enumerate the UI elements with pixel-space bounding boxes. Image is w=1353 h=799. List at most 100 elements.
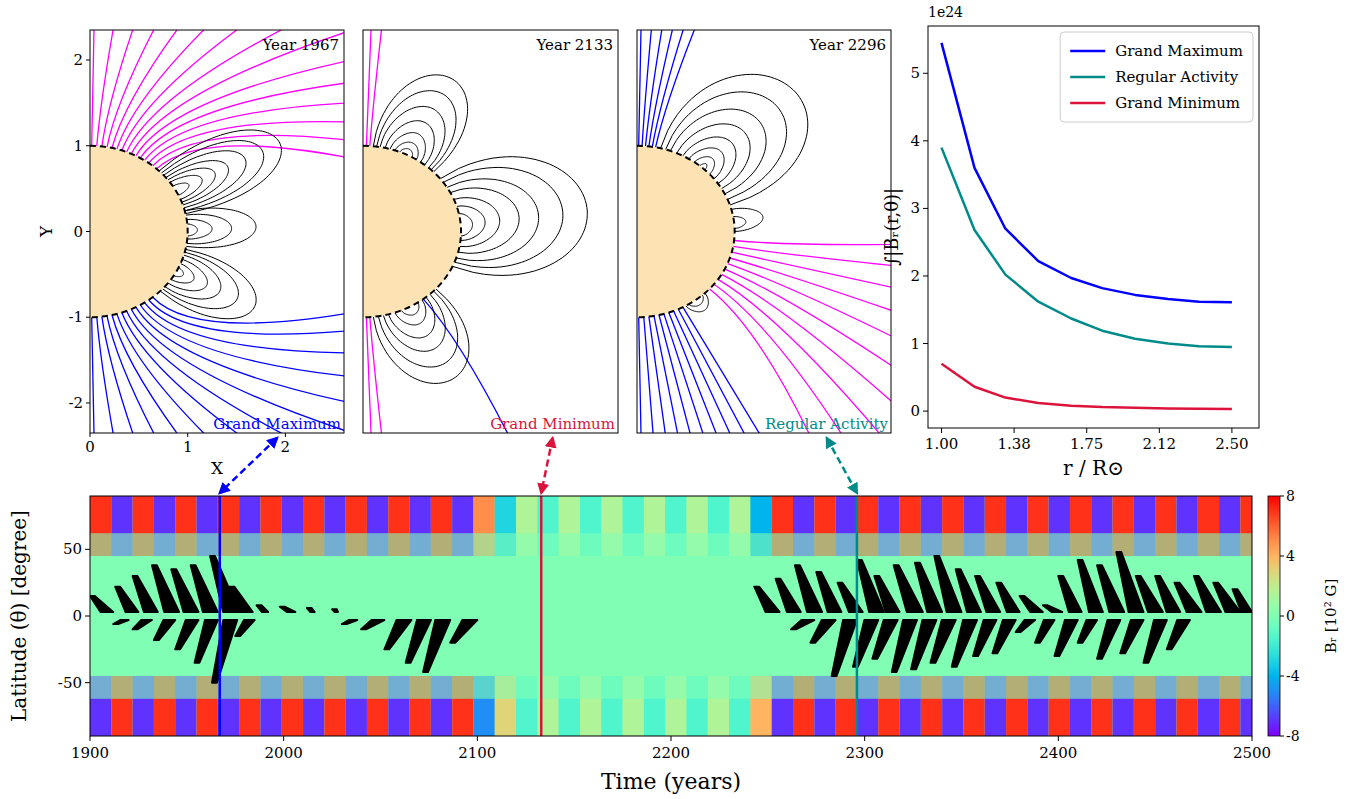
sunspot-wing bbox=[754, 587, 779, 612]
sunspot-wing bbox=[307, 608, 315, 612]
polar-cell-north bbox=[942, 496, 963, 533]
polar-cell-south bbox=[772, 699, 793, 736]
sunspot-wing bbox=[90, 596, 113, 612]
x-tick bbox=[90, 433, 91, 437]
closed-field-loop bbox=[187, 224, 197, 236]
polar-cell-north-fringe bbox=[473, 533, 494, 556]
x-axis-title: Time (years) bbox=[601, 769, 741, 794]
polar-cell-north-fringe bbox=[239, 533, 260, 556]
polar-cell-south-fringe bbox=[175, 676, 196, 699]
polar-cell-north-fringe bbox=[559, 533, 580, 556]
open-field-line bbox=[718, 279, 890, 433]
polar-cell-north-fringe bbox=[495, 533, 516, 556]
polar-cell-south-fringe bbox=[1198, 676, 1219, 699]
open-field-line bbox=[92, 317, 96, 433]
polar-cell-south bbox=[303, 699, 324, 736]
polar-cell-north-fringe bbox=[1027, 533, 1048, 556]
polar-cell-north bbox=[239, 496, 260, 533]
x-tick bbox=[1252, 736, 1253, 741]
polar-cell-south bbox=[367, 699, 388, 736]
polar-cell-south bbox=[1091, 699, 1112, 736]
polar-cell-south bbox=[878, 699, 899, 736]
panel-title: Year 2296 bbox=[808, 36, 886, 54]
polar-cell-north bbox=[218, 496, 239, 533]
sunspot-wing bbox=[1016, 620, 1035, 632]
polar-cell-north-fringe bbox=[516, 533, 537, 556]
polar-cell-north bbox=[623, 496, 644, 533]
legend-label: Grand Minimum bbox=[1115, 94, 1240, 112]
x-tick bbox=[1086, 428, 1087, 433]
polar-cell-north bbox=[814, 496, 835, 533]
colorbar-tick bbox=[1280, 676, 1284, 677]
polar-cell-north-fringe bbox=[750, 533, 771, 556]
polar-cell-south-fringe bbox=[1134, 676, 1155, 699]
polar-cell-south bbox=[963, 699, 984, 736]
heatmap-cells bbox=[90, 496, 1252, 736]
polar-cell-south bbox=[175, 699, 196, 736]
polar-cell-south bbox=[1006, 699, 1027, 736]
polar-cell-north-fringe bbox=[1006, 533, 1027, 556]
polar-cell-south-fringe bbox=[814, 676, 835, 699]
polar-cell-south bbox=[900, 699, 921, 736]
x-tick-label: 2100 bbox=[458, 744, 496, 762]
polar-cell-north bbox=[580, 496, 601, 533]
y-tick-label: 3 bbox=[910, 199, 920, 217]
open-field-line bbox=[728, 264, 891, 367]
polar-cell-south bbox=[90, 699, 111, 736]
polar-cell-north-fringe bbox=[793, 533, 814, 556]
sun-disk bbox=[637, 146, 735, 317]
axes-frame bbox=[90, 496, 1252, 736]
sunspot-wing bbox=[115, 587, 138, 612]
panel-state-label: Regular Activity bbox=[765, 415, 888, 433]
polar-cell-south bbox=[1113, 699, 1134, 736]
polar-cell-south-fringe bbox=[388, 676, 409, 699]
polar-cell-north bbox=[963, 496, 984, 533]
polar-cell-north bbox=[410, 496, 431, 533]
sunspot-wing bbox=[810, 620, 835, 643]
polar-cell-north-fringe bbox=[601, 533, 622, 556]
sunspot-wing bbox=[235, 620, 254, 636]
open-field-line bbox=[656, 30, 734, 147]
polar-cell-north-fringe bbox=[580, 533, 601, 556]
sunspot-wing bbox=[1097, 620, 1120, 659]
polar-cell-south-fringe bbox=[772, 676, 793, 699]
polar-cell-south-fringe bbox=[473, 676, 494, 699]
panel-state-label: Grand Maximum bbox=[213, 415, 341, 433]
polar-cell-north bbox=[1006, 496, 1027, 533]
sunspot-wing bbox=[154, 620, 175, 640]
polar-cell-south-fringe bbox=[410, 676, 431, 699]
polar-cell-south-fringe bbox=[154, 676, 175, 699]
polar-cell-south bbox=[559, 699, 580, 736]
polar-cell-north bbox=[90, 496, 111, 533]
panel-frame bbox=[637, 30, 891, 433]
polar-cell-north bbox=[686, 496, 707, 533]
field-lines bbox=[90, 30, 344, 433]
polar-cell-south bbox=[1134, 699, 1155, 736]
polar-cell-south bbox=[452, 699, 473, 736]
sunspot-wing bbox=[934, 556, 961, 612]
series-line bbox=[942, 148, 1232, 347]
x-tick-label: 2 bbox=[281, 438, 291, 456]
polar-cell-north-fringe bbox=[367, 533, 388, 556]
closed-field-loop bbox=[186, 214, 232, 244]
open-field-line bbox=[722, 274, 891, 421]
polar-cell-south-fringe bbox=[921, 676, 942, 699]
event-arrow bbox=[827, 438, 857, 493]
polar-cell-south-fringe bbox=[303, 676, 324, 699]
polar-cell-south-fringe bbox=[260, 676, 281, 699]
field-lines bbox=[637, 30, 891, 433]
polar-cell-north bbox=[1027, 496, 1048, 533]
sunspot-wing bbox=[113, 620, 129, 624]
polar-cell-south bbox=[729, 699, 750, 736]
sun-disk bbox=[363, 146, 461, 317]
polar-cell-north bbox=[1176, 496, 1197, 533]
open-field-line bbox=[652, 30, 716, 147]
sun-limb bbox=[637, 146, 735, 317]
polar-cell-north-fringe bbox=[1049, 533, 1070, 556]
polar-cell-north-fringe bbox=[985, 533, 1006, 556]
sunspot-wing bbox=[257, 605, 269, 612]
polar-cell-north-fringe bbox=[111, 533, 132, 556]
legend: Grand MaximumRegular ActivityGrand Minim… bbox=[1060, 32, 1253, 122]
polar-cell-north bbox=[1134, 496, 1155, 533]
polar-cell-south bbox=[1176, 699, 1197, 736]
